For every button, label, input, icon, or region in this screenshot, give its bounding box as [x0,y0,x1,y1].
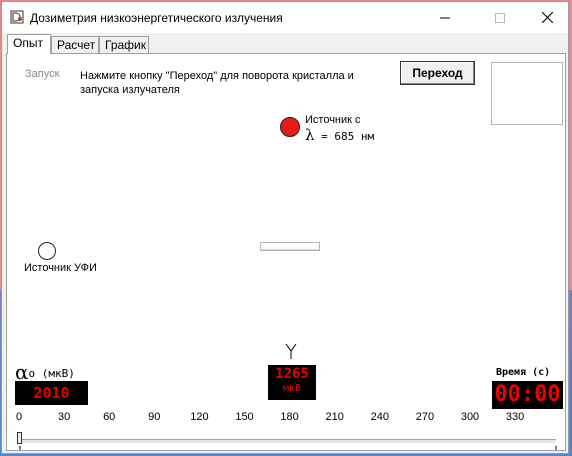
scale-tick-label: 30 [57,411,71,423]
close-icon [541,12,553,23]
app-icon [10,10,24,24]
light-source-label: Источник с [305,114,361,126]
alpha-subscript: o [28,367,36,380]
experiment-panel: Запуск Нажмите кнопку "Переход" для пово… [6,53,566,451]
detector-display: 1265 мкВ [268,365,316,400]
slider-tick-marks [19,446,557,450]
minimize-button[interactable] [422,2,468,33]
scale-tick-label: 0 [15,411,23,423]
lambda-symbol: λ [305,126,315,144]
detector-value: 1265 [275,366,309,382]
scale-tick-label: 90 [148,411,161,423]
wavelength-value: = 685 нм [321,130,375,143]
angle-slider-track[interactable] [18,439,556,444]
alpha-unit: (мкВ) [41,367,75,380]
tab-experiment[interactable]: Опыт [7,34,51,54]
maximize-button[interactable] [477,2,523,33]
light-source-indicator [280,117,300,137]
window-title: Дозиметрия низкоэнергетического излучени… [30,11,283,25]
alpha-symbol: α [15,360,29,384]
uv-source-label: Источник УФИ [24,262,97,274]
scale-tick-label: 240 [370,411,389,423]
detector-icon [285,343,297,359]
scale-tick-label: 120 [190,411,209,423]
time-display: 00:00 [492,381,563,409]
alpha-display: 2010 [15,381,88,405]
transition-button[interactable]: Переход [400,61,475,85]
wavelength-readout: λ = 685 нм [305,126,374,144]
maximize-icon [495,12,505,23]
minimize-icon [440,17,450,18]
scale-tick-label: 330 [505,411,525,423]
tab-graph[interactable]: График [99,36,149,53]
scale-tick-label: 180 [280,411,299,423]
crystal [260,242,320,251]
angle-slider-thumb[interactable] [17,432,22,444]
scale-tick-label: 60 [103,411,116,423]
detector-unit: мкВ [282,383,302,394]
time-label: Время (с) [496,367,551,378]
start-label[interactable]: Запуск [25,68,60,80]
alpha-label: αo (мкВ) [15,360,75,384]
close-button[interactable] [524,2,570,33]
instruction-text: Нажмите кнопку "Переход" для поворота кр… [80,70,354,96]
uv-source-indicator [38,242,56,260]
scale-tick-label: 300 [460,411,480,423]
scale-tick-label: 150 [235,411,254,423]
tab-calculation[interactable]: Расчет [51,36,99,53]
preview-box [491,62,563,125]
scale-tick-label: 270 [415,411,435,423]
title-bar: Дозиметрия низкоэнергетического излучени… [2,2,568,33]
scale-tick-label: 210 [325,411,344,423]
